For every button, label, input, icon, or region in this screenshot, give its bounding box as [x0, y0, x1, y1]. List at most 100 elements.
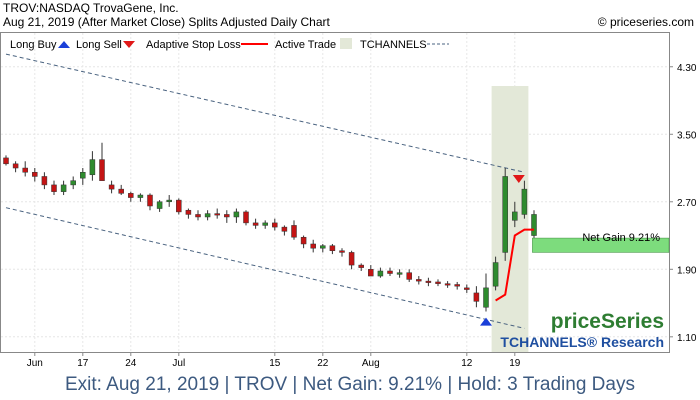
net-gain-label: Net Gain 9.21% [582, 232, 660, 244]
x-tick-label: Aug [362, 358, 380, 369]
x-tick-label: 24 [125, 358, 137, 369]
x-tick-label: Jul [172, 358, 185, 369]
candle-body [464, 287, 470, 290]
x-tick-label: 15 [269, 358, 281, 369]
candle-body [185, 209, 192, 215]
legend-long-sell: Long Sell [76, 39, 122, 51]
candle-body [70, 180, 76, 186]
y-tick-label: 1.10 [677, 333, 697, 344]
active-trade-icon [340, 38, 352, 49]
candle-body [80, 171, 86, 179]
y-tick-label: 3.50 [677, 130, 697, 141]
candle-body [243, 211, 249, 224]
x-tick-label: 17 [77, 358, 89, 369]
y-tick-label: 2.70 [677, 198, 697, 209]
candle-body [60, 184, 67, 192]
channel-upper [5, 53, 525, 173]
x-tick-label: Jun [27, 358, 43, 369]
x-tick-label: 19 [509, 358, 521, 369]
candle-body [291, 225, 297, 238]
candle-body [492, 262, 499, 287]
sell-arrow [512, 174, 525, 183]
candle-body [416, 279, 422, 282]
candle-body [339, 250, 345, 253]
net-gain-box [532, 237, 670, 253]
active-trade-band [491, 86, 529, 352]
candle-body [473, 292, 480, 302]
candles [3, 142, 537, 312]
candle-body [521, 188, 528, 215]
candle-body [51, 184, 57, 192]
candle-body [531, 214, 537, 236]
candle-body [252, 222, 259, 226]
x-tick-label: 22 [317, 358, 329, 369]
candle-body [272, 222, 278, 228]
candle-body [99, 159, 105, 181]
candle-body [444, 283, 451, 286]
candle-body [512, 211, 518, 221]
candle-body [156, 201, 163, 209]
candle-body [89, 159, 96, 176]
candle-body [300, 236, 307, 245]
candle-body [137, 194, 144, 198]
legend-active-trade: Active Trade [275, 39, 336, 51]
candle-body [224, 214, 230, 218]
axes: 1.10 1.90 2.70 3.50 4.30 Jun 17 24 Jul 15 22 Aug 12 1… [27, 63, 697, 369]
brand-research: TCHANNELS® Research [500, 334, 664, 350]
candle-body [502, 176, 508, 253]
legend-adaptive-stop: Adaptive Stop Loss [146, 39, 241, 51]
candle-body [281, 226, 288, 232]
candle-body [41, 176, 48, 186]
candle-body [368, 269, 374, 277]
price-chart: 1.10 1.90 2.70 3.50 4.30 Jun 17 24 Jul 15 22 Aug 12 1… [0, 32, 697, 369]
legend-tchannels: TCHANNELS [360, 39, 427, 51]
candle-body [483, 287, 489, 308]
candle-body [204, 213, 211, 218]
candle-body [22, 167, 28, 173]
channel-lower [5, 207, 525, 329]
chart-title: TROV:NASDAQ TrovaGene, Inc. [3, 1, 179, 15]
legend-long-buy: Long Buy [10, 39, 57, 51]
candle-body [396, 272, 403, 275]
candle-body [406, 272, 412, 280]
candle-body [320, 245, 326, 249]
candle-body [377, 270, 384, 277]
copyright: © priceseries.com [597, 15, 694, 29]
tchannels [5, 53, 525, 329]
candle-body [108, 184, 115, 190]
candle-body [147, 194, 153, 207]
candle-body [233, 211, 240, 218]
candle-body [166, 199, 172, 203]
candle-body [348, 252, 355, 266]
candle-body [329, 245, 336, 251]
brand-name: priceSeries [551, 310, 664, 333]
candle-body [176, 199, 182, 213]
trade-markers [480, 174, 525, 326]
chart-subtitle: Aug 21, 2019 (After Market Close) Splits… [3, 15, 330, 29]
candle-body [435, 281, 441, 284]
y-tick-label: 1.90 [677, 265, 697, 276]
plot-frame [0, 32, 670, 353]
candle-body [32, 171, 38, 177]
stop-line [495, 228, 534, 302]
long-buy-icon [58, 41, 70, 48]
long-sell-icon [123, 41, 135, 48]
net-gain-rect [532, 237, 670, 253]
candle-body [262, 222, 268, 226]
candle-body [310, 243, 316, 249]
candle-body [387, 270, 393, 274]
trade-summary-footer: Exit: Aug 21, 2019 | TROV | Net Gain: 9.… [65, 374, 635, 395]
buy-arrow [480, 317, 492, 326]
candle-body [128, 193, 134, 198]
candle-body [118, 188, 124, 194]
candle-body [454, 284, 460, 287]
candle-body [195, 214, 201, 218]
x-tick-label: 12 [461, 358, 473, 369]
candle-body [358, 264, 364, 268]
active-trade-band-rect [491, 86, 529, 352]
legend: Long Buy Long Sell Adaptive Stop Loss Ac… [10, 38, 449, 51]
adaptive-stop-loss [495, 228, 534, 302]
candle-body [214, 213, 220, 216]
candle-body [425, 280, 432, 283]
candle-body [12, 163, 19, 169]
